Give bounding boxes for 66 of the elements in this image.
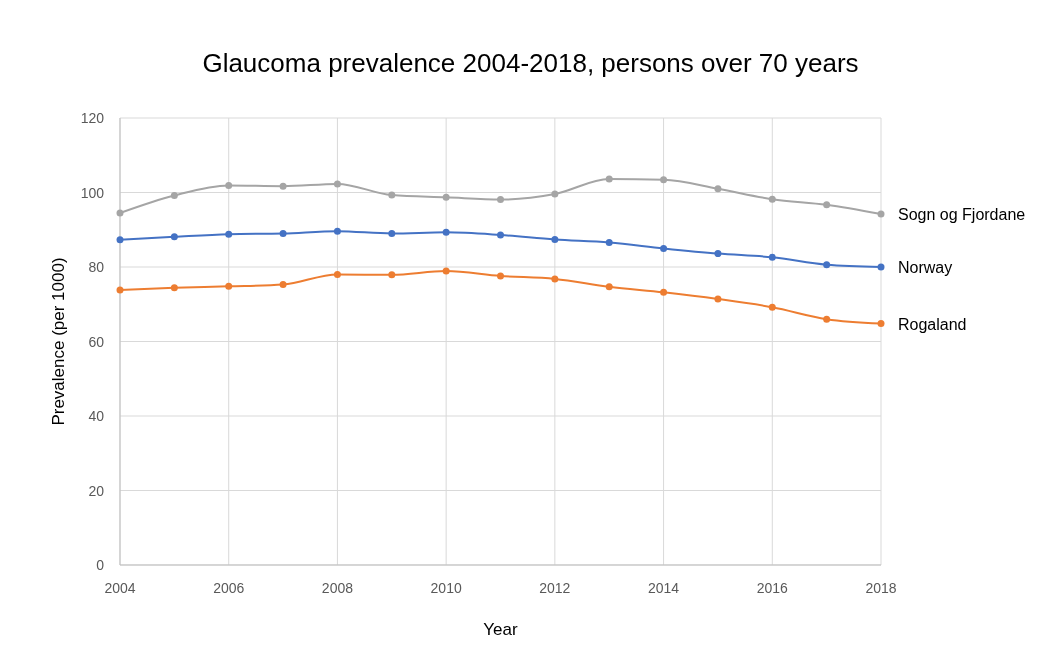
point xyxy=(823,315,831,323)
point xyxy=(823,201,831,209)
y-tick-label: 0 xyxy=(96,557,105,573)
point xyxy=(768,253,776,261)
x-tick-label: 2018 xyxy=(865,580,897,596)
point xyxy=(388,271,396,279)
point xyxy=(605,283,613,291)
point xyxy=(442,228,450,236)
y-tick-label: 60 xyxy=(88,333,105,350)
series-label: Rogaland xyxy=(898,315,967,333)
point xyxy=(660,288,668,296)
point xyxy=(605,238,613,246)
point xyxy=(333,270,341,278)
point xyxy=(551,190,559,198)
x-tick-label: 2014 xyxy=(647,580,680,596)
x-tick-label: 2012 xyxy=(539,580,571,596)
x-tick-label: 2006 xyxy=(213,580,245,596)
point xyxy=(225,282,233,290)
y-tick-label: 80 xyxy=(88,259,105,275)
point xyxy=(877,263,885,271)
point xyxy=(170,191,178,199)
point xyxy=(714,185,722,193)
y-tick-label: 100 xyxy=(80,184,105,201)
point xyxy=(660,244,668,252)
point xyxy=(714,295,722,303)
point xyxy=(497,196,504,204)
point xyxy=(768,195,776,203)
point xyxy=(116,286,124,294)
point xyxy=(551,275,559,283)
point xyxy=(497,272,504,280)
series-label: Norway xyxy=(898,259,953,276)
x-tick-label: 2016 xyxy=(756,580,789,596)
x-tick-label: 2010 xyxy=(430,580,462,596)
point xyxy=(442,193,450,201)
point xyxy=(877,320,885,328)
point xyxy=(768,303,776,311)
point xyxy=(225,181,233,189)
point xyxy=(605,175,613,183)
point xyxy=(170,233,178,241)
y-tick-label: 120 xyxy=(80,110,105,126)
point xyxy=(333,227,341,235)
point xyxy=(279,182,287,190)
y-tick-label: 40 xyxy=(88,408,105,424)
point xyxy=(116,236,124,244)
point xyxy=(660,176,668,184)
point xyxy=(225,230,233,238)
chart-title: Glaucoma prevalence 2004-2018, persons over 70 years xyxy=(202,48,859,78)
point xyxy=(279,229,287,237)
y-tick-label: 20 xyxy=(88,482,105,499)
point xyxy=(170,284,178,292)
x-axis-title: Year xyxy=(483,620,519,639)
point xyxy=(497,231,504,239)
y-axis-title: Prevalence (per 1000) xyxy=(49,257,68,426)
x-tick-label: 2008 xyxy=(321,580,354,596)
point xyxy=(279,281,287,289)
point xyxy=(823,261,831,269)
series-label: Sogn og Fjordane xyxy=(898,206,1026,224)
point xyxy=(877,210,885,218)
point xyxy=(333,180,341,188)
x-tick-label: 2004 xyxy=(104,580,136,596)
point xyxy=(714,250,722,258)
point xyxy=(116,209,124,217)
point xyxy=(388,191,396,199)
point xyxy=(551,235,559,243)
point xyxy=(442,267,450,275)
point xyxy=(388,229,396,237)
